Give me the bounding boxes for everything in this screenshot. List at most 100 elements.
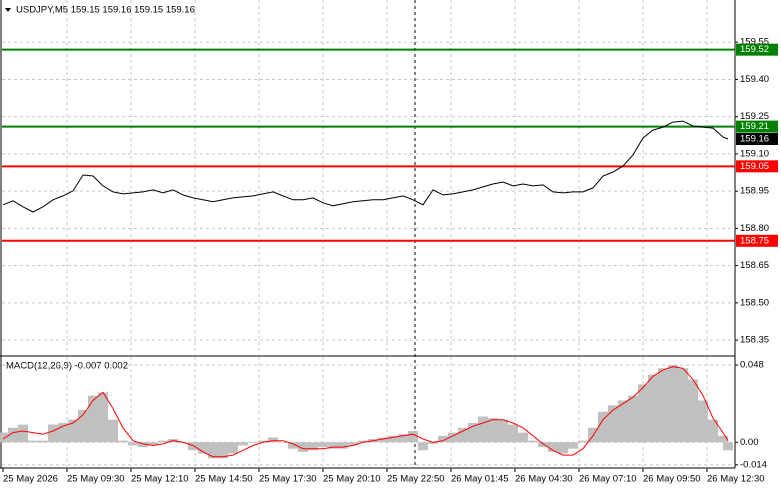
histogram-bar [408, 431, 418, 443]
histogram-bar [338, 442, 348, 449]
x-tick-label: 25 May 22:50 [387, 474, 445, 485]
histogram-bar [298, 442, 308, 452]
y-tick-label: 0.048 [740, 360, 764, 371]
histogram-bar [638, 384, 648, 443]
histogram-bar [538, 442, 548, 448]
histogram-bar [358, 440, 368, 443]
histogram-bar [348, 442, 358, 446]
y-tick-label: 158.50 [740, 297, 769, 308]
histogram-bar [118, 440, 128, 443]
histogram-bar [218, 442, 228, 459]
histogram-bar [58, 422, 68, 443]
histogram-bar [528, 440, 538, 443]
chart-title: USDJPY,M5 159.15 159.16 159.15 159.16 [16, 5, 195, 16]
histogram-bar [78, 410, 88, 443]
level-label-box [736, 160, 778, 173]
histogram-bar [88, 395, 98, 443]
histogram-bar [698, 400, 708, 443]
histogram-bar [418, 442, 428, 451]
y-tick-label: 159.10 [740, 148, 769, 159]
x-tick-label: 25 May 12:10 [131, 474, 189, 485]
histogram-bar [288, 442, 298, 449]
histogram-bar [278, 442, 288, 443]
histogram-bar [718, 435, 728, 443]
histogram-bar [578, 440, 588, 443]
histogram-bar [128, 442, 138, 446]
histogram-bar [318, 442, 328, 448]
histogram-bar [438, 435, 448, 443]
histogram-bar [238, 442, 248, 446]
histogram-bar [668, 365, 678, 443]
series-line [2, 366, 729, 458]
x-tick-label: 26 May 01:45 [451, 474, 509, 485]
histogram-bar [228, 442, 238, 454]
last-price-label: 159.16 [740, 134, 769, 145]
histogram-bar [478, 416, 488, 443]
y-tick-label: -0.014 [740, 459, 767, 470]
histogram-bar [428, 442, 438, 444]
histogram-bar [248, 442, 258, 443]
series-line [2, 120, 729, 213]
histogram-bar [548, 442, 558, 452]
level-label: 158.75 [740, 235, 769, 246]
histogram-bar [268, 437, 278, 443]
histogram-bar [723, 442, 733, 451]
x-tick-label: 25 May 20:10 [323, 474, 381, 485]
histogram-bar [138, 442, 148, 448]
histogram-bar [558, 442, 568, 454]
histogram-bar [518, 432, 528, 443]
y-tick-label: 158.35 [740, 335, 769, 346]
x-tick-label: 26 May 09:50 [643, 474, 701, 485]
x-tick-label: 25 May 14:50 [195, 474, 253, 485]
histogram-bar [618, 400, 628, 443]
level-label-box [736, 234, 778, 247]
histogram-bar [198, 442, 208, 454]
histogram-bar [398, 434, 408, 443]
histogram-bar [378, 437, 388, 443]
x-tick-label: 26 May 04:30 [515, 474, 573, 485]
histogram-bar [488, 418, 498, 443]
histogram-bar [468, 422, 478, 443]
x-tick-label: 25 May 17:30 [259, 474, 317, 485]
level-label-box [736, 43, 778, 56]
histogram-bar [388, 435, 398, 443]
y-tick-label: 158.95 [740, 186, 769, 197]
histogram-bar [8, 427, 18, 443]
level-label-box [736, 120, 778, 133]
histogram-bar [308, 442, 318, 451]
histogram-bar [188, 442, 198, 451]
histogram-bar [708, 419, 718, 443]
y-tick-label: 0.00 [740, 437, 759, 448]
x-tick-label: 26 May 12:30 [707, 474, 765, 485]
indicator-title: MACD(12,26,9) -0.007 0.002 [6, 361, 128, 372]
collapse-icon [5, 8, 11, 12]
histogram-bar [658, 368, 668, 443]
histogram-bar [258, 440, 268, 443]
histogram-bar [148, 442, 158, 446]
y-tick-label: 159.25 [740, 111, 769, 122]
histogram-bar [208, 442, 218, 459]
histogram-bar [688, 379, 698, 443]
histogram-bar [628, 395, 638, 443]
histogram-bar [158, 440, 168, 443]
y-tick-label: 159.40 [740, 74, 769, 85]
histogram-bar [678, 368, 688, 443]
level-label: 159.05 [740, 161, 769, 172]
histogram-bar [28, 440, 38, 443]
histogram-bar [98, 392, 108, 443]
histogram-bar [18, 424, 28, 443]
histogram-bar [598, 411, 608, 443]
histogram-bar [498, 419, 508, 443]
level-label: 159.21 [740, 121, 769, 132]
histogram-bar [448, 432, 458, 443]
y-tick-label: 158.65 [740, 260, 769, 271]
histogram-bar [508, 424, 518, 443]
histogram-bar [648, 374, 658, 443]
histogram-bar [458, 427, 468, 443]
histogram-bar [608, 405, 618, 443]
histogram-bar [0, 432, 8, 443]
histogram-bar [568, 442, 578, 449]
histogram-bar [38, 440, 48, 443]
level-label: 159.52 [740, 44, 769, 55]
